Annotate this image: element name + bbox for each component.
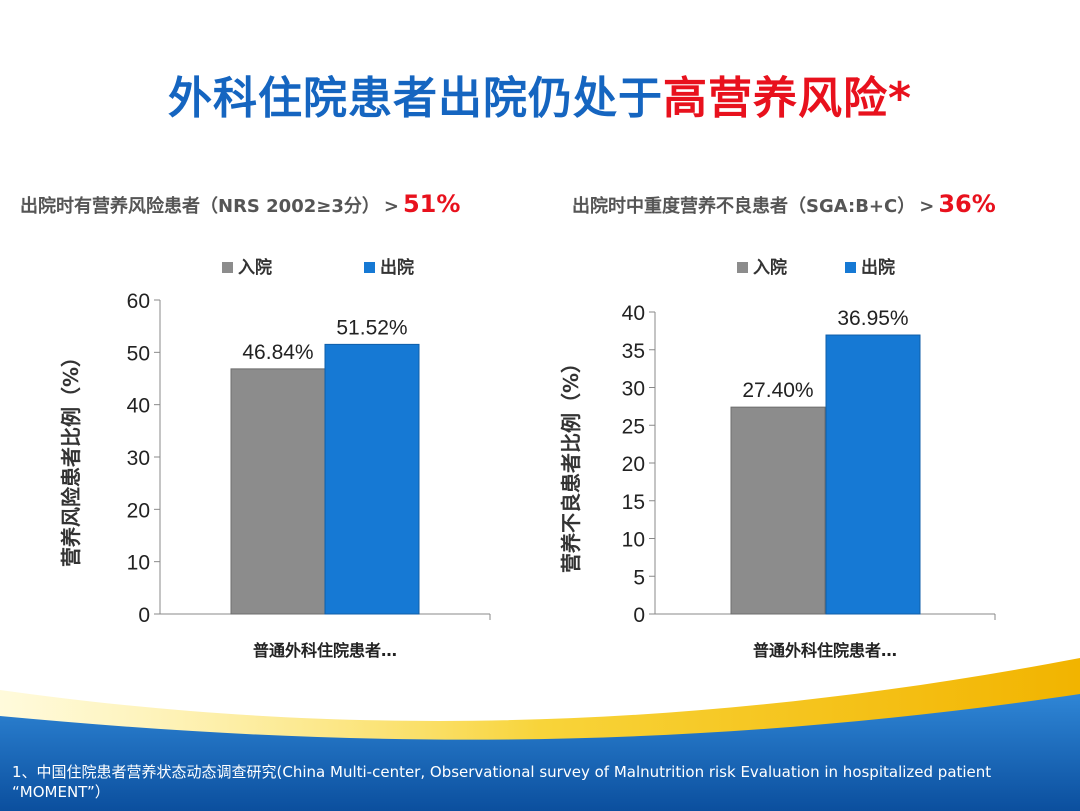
data-label-discharge: 51.52% (336, 316, 407, 339)
legend-label-0: 入院 (238, 257, 272, 278)
y-tick-label: 0 (633, 604, 645, 627)
footer-yellow-wave (0, 658, 1080, 747)
y-tick-label: 40 (127, 395, 150, 418)
y-tick-label: 30 (127, 447, 150, 470)
subtitle-nrs: 出院时有营养风险患者（NRS 2002≥3分） >51% (20, 190, 460, 218)
chart-nrs-risk: 入院 出院 0 10 20 30 40 50 60 营养风险患者比例（%） 46.84% 51.52%… (59, 257, 491, 660)
y-tick-label: 30 (622, 378, 645, 401)
legend-swatch-0 (737, 262, 748, 273)
subtitle-sga-gt: > (919, 196, 935, 217)
subtitle-nrs-text: 出院时有营养风险患者（NRS 2002≥3分） (20, 196, 380, 217)
chart-sga-malnutrition: 入院 出院 0 5 10 15 20 25 30 35 40 营养不良患者比例（%） 27.40% 36.… (559, 257, 996, 660)
subtitle-sga-pct: 36% (938, 190, 996, 218)
y-tick-label: 40 (622, 302, 645, 325)
y-tick-label: 60 (127, 290, 150, 313)
page-title: 外科住院患者出院仍处于高营养风险* (0, 62, 1080, 126)
y-tick-label: 20 (622, 453, 645, 476)
y-tick-label: 10 (127, 552, 150, 575)
footer-blue-band (0, 694, 1080, 811)
legend-label-1: 出院 (861, 257, 895, 278)
y-tick-label: 25 (622, 415, 645, 438)
legend-swatch-1 (364, 262, 375, 273)
category-label: 普通外科住院患者… (753, 641, 897, 660)
subtitle-sga-text: 出院时中重度营养不良患者（SGA:B+C） (572, 196, 916, 217)
bar-admission (730, 406, 826, 615)
y-tick-label: 5 (633, 566, 645, 589)
bar-discharge (825, 334, 921, 615)
title-part-blue: 外科住院患者出院仍处于 (167, 73, 663, 124)
legend-swatch-1 (845, 262, 856, 273)
y-tick-label: 50 (127, 342, 150, 365)
legend-swatch-0 (222, 262, 233, 273)
y-tick-label: 15 (622, 491, 645, 514)
y-tick-label: 10 (622, 529, 645, 552)
bar-discharge (324, 343, 420, 615)
subtitle-nrs-gt: > (383, 196, 399, 217)
data-label-admission: 27.40% (742, 379, 813, 402)
legend-label-1: 出院 (380, 257, 414, 278)
y-axis-title: 营养不良患者比例（%） (559, 353, 583, 573)
y-tick-label: 20 (127, 499, 150, 522)
subtitle-sga: 出院时中重度营养不良患者（SGA:B+C） >36% (572, 190, 996, 218)
footnote-reference: 1、中国住院患者营养状态动态调查研究(China Multi-center, O… (12, 763, 992, 801)
bar-admission (230, 368, 326, 615)
category-label: 普通外科住院患者… (253, 641, 397, 660)
data-label-discharge: 36.95% (837, 307, 908, 330)
y-tick-label: 35 (622, 340, 645, 363)
title-part-red: 高营养风险* (662, 73, 912, 124)
subtitle-nrs-pct: 51% (402, 190, 461, 218)
data-label-admission: 46.84% (242, 341, 313, 364)
footer-swoosh (0, 658, 1080, 811)
y-axis-title: 营养风险患者比例（%） (59, 347, 83, 567)
y-tick-label: 0 (138, 604, 150, 627)
legend-label-0: 入院 (753, 257, 787, 278)
